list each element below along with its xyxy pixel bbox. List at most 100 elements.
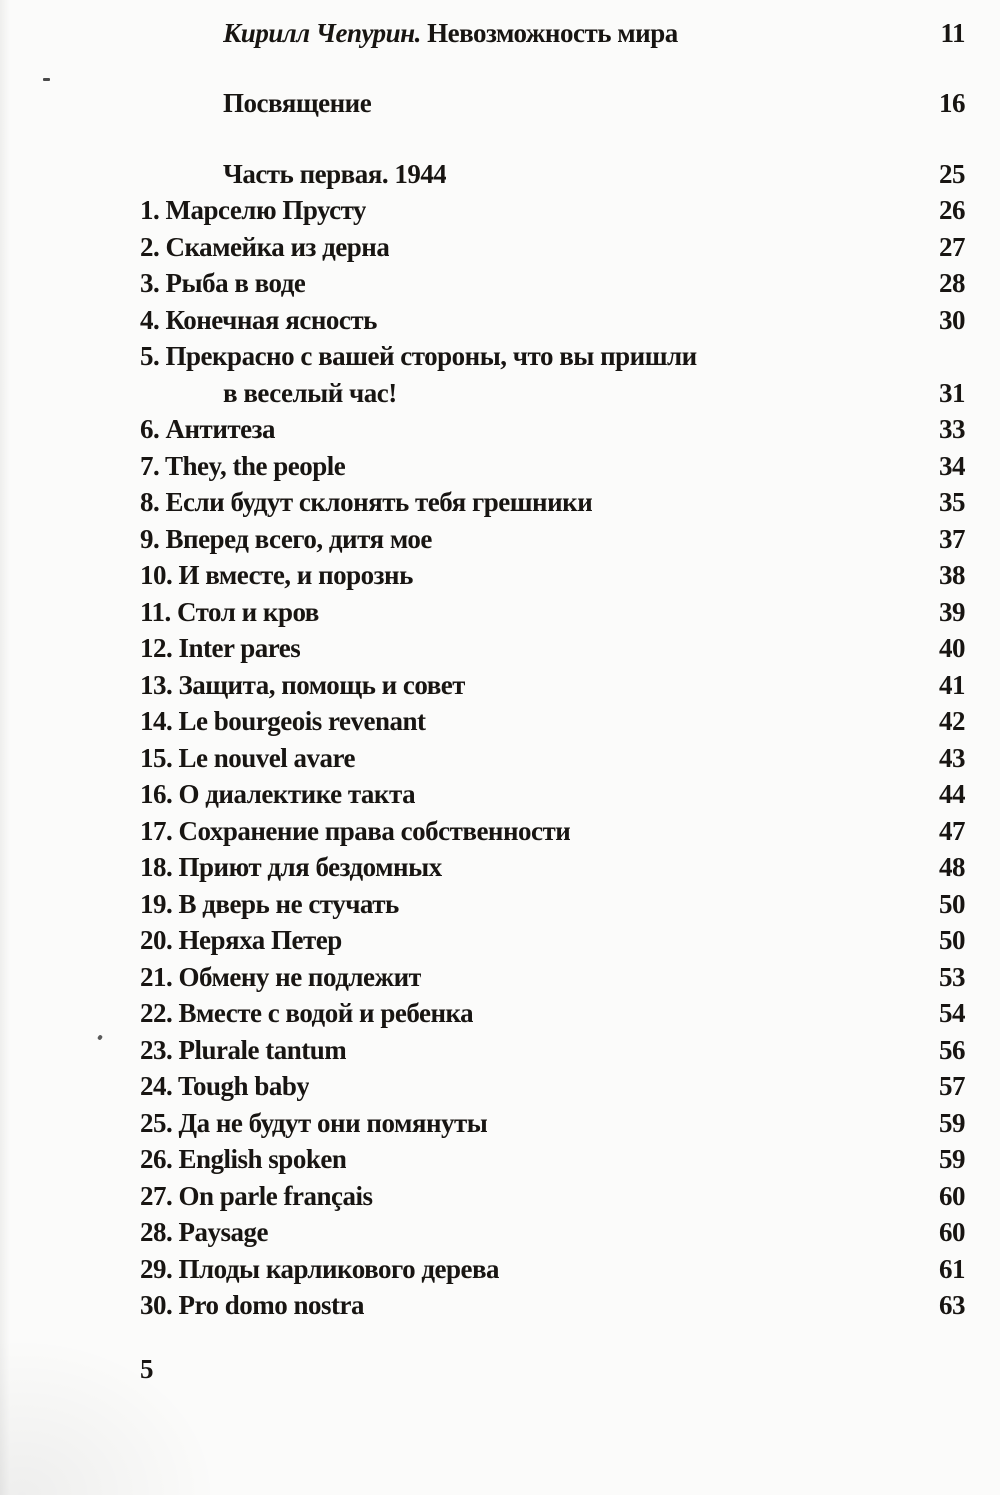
- toc-row: 27. On parle français 60: [140, 1178, 966, 1215]
- toc-entry-label: 2. Скамейка из дерна: [140, 231, 390, 262]
- scan-dash-artifact: [43, 78, 50, 81]
- toc-entry-page: 34: [939, 450, 966, 481]
- toc-entry-page: 38: [939, 560, 966, 591]
- toc-entry-page: 39: [939, 596, 966, 627]
- toc-entry-page: 27: [939, 231, 966, 262]
- toc-row: Часть первая. 1944 25: [140, 156, 966, 193]
- toc-entry-page: 60: [939, 1180, 966, 1211]
- toc-entry-page: 54: [939, 998, 966, 1029]
- toc-entry-label: 24. Tough baby: [140, 1071, 310, 1102]
- toc-entry-page: 50: [939, 888, 966, 919]
- toc-entry-label: 25. Да не будут они помянуты: [140, 1107, 488, 1138]
- toc-entry-page: 43: [939, 742, 966, 773]
- toc-row: 6. Антитеза 33: [140, 412, 966, 449]
- toc-entry-label: 13. Защита, помощь и совет: [140, 669, 466, 700]
- toc-entry-page: 35: [939, 487, 966, 518]
- toc-row: 16. О диалектике такта 44: [140, 777, 966, 814]
- toc-row: 8. Если будут склонять тебя грешники 35: [140, 485, 966, 522]
- toc-entry-label: 5. Прекрасно с вашей стороны, что вы при…: [140, 341, 697, 372]
- toc-entry-label: 6. Антитеза: [140, 414, 275, 445]
- toc-row: 5. Прекрасно с вашей стороны, что вы при…: [140, 339, 965, 376]
- book-author: Кирилл Чепурин.: [223, 17, 421, 48]
- toc-content: Кирилл Чепурин. Невозможность мира 11 По…: [140, 15, 966, 1325]
- toc-row: 4. Конечная ясность 30: [140, 302, 966, 339]
- toc-entry-page: 56: [939, 1034, 966, 1065]
- toc-entry-label: 15. Le nouvel avare: [140, 742, 355, 773]
- toc-entry-page: 63: [939, 1290, 966, 1321]
- toc-entry-label: 14. Le bourgeois revenant: [140, 706, 426, 737]
- toc-row: 21. Обмену не подлежит 53: [140, 959, 966, 996]
- toc-entry-label: 8. Если будут склонять тебя грешники: [140, 487, 593, 518]
- toc-row: Посвящение 16: [140, 86, 966, 123]
- scan-left-edge-shadow: [0, 0, 10, 1495]
- toc-row: 9. Вперед всего, дитя мое 37: [140, 521, 966, 558]
- toc-entry-page: 61: [939, 1253, 966, 1284]
- toc-entry-page: 53: [939, 961, 966, 992]
- toc-entry-label: 29. Плоды карликового дерева: [140, 1253, 500, 1284]
- toc-row: 25. Да не будут они помянуты 59: [140, 1105, 966, 1142]
- toc-entry-label: 17. Сохранение права собственности: [140, 815, 571, 846]
- toc-entry-label: 3. Рыба в воде: [140, 268, 306, 299]
- toc-row-book-title: Кирилл Чепурин. Невозможность мира 11: [140, 15, 965, 52]
- toc-entry-page: 11: [940, 17, 965, 48]
- toc-row: 10. И вместе, и порознь 38: [140, 558, 966, 595]
- toc-entry-page: 57: [939, 1071, 966, 1102]
- toc-entry-page: 40: [939, 633, 966, 664]
- book-title: Невозможность мира: [420, 17, 678, 48]
- toc-entry-page: 42: [939, 706, 966, 737]
- toc-entry-label: 22. Вместе с водой и ребенка: [140, 998, 474, 1029]
- toc-entry-page: 41: [939, 669, 966, 700]
- toc-entry-page: 37: [939, 523, 966, 554]
- scan-corner-smudge: [0, 1335, 220, 1495]
- toc-entry-page: 59: [939, 1144, 966, 1175]
- toc-row: 24. Tough baby 57: [140, 1069, 966, 1106]
- toc-row: в веселый час! 31: [140, 375, 966, 412]
- toc-entry-label: 7. They, the people: [140, 450, 346, 481]
- toc-entry-label: 11. Стол и кров: [140, 596, 319, 627]
- toc-entry-label: 26. English spoken: [140, 1144, 347, 1175]
- toc-row: 19. В дверь не стучать 50: [140, 886, 966, 923]
- toc-row: 7. They, the people 34: [140, 448, 966, 485]
- toc-rows: Посвящение 16 Часть первая. 1944 25 1. Марсе…: [140, 86, 966, 1325]
- toc-entry-label: 4. Конечная ясность: [140, 304, 377, 335]
- toc-entry-label: Часть первая. 1944: [223, 158, 447, 189]
- toc-entry-label: 21. Обмену не подлежит: [140, 961, 422, 992]
- toc-entry-label: 1. Марселю Прусту: [140, 195, 367, 226]
- toc-row: 20. Неряха Петер 50: [140, 923, 966, 960]
- toc-entry-label: в веселый час!: [223, 377, 397, 408]
- toc-entry-label: 23. Plurale tantum: [140, 1034, 347, 1065]
- toc-entry-label: 12. Inter pares: [140, 633, 301, 664]
- toc-entry-label: 28. Paysage: [140, 1217, 268, 1248]
- toc-entry-page: 25: [939, 158, 966, 189]
- toc-row: 1. Марселю Прусту 26: [140, 193, 966, 230]
- book-title-label: Кирилл Чепурин. Невозможность мира: [223, 18, 678, 49]
- toc-row: 30. Pro domo nostra 63: [140, 1288, 966, 1325]
- toc-entry-page: 59: [939, 1107, 966, 1138]
- toc-entry-page: 60: [939, 1217, 966, 1248]
- toc-entry-page: 47: [939, 815, 966, 846]
- toc-row: 23. Plurale tantum 56: [140, 1032, 966, 1069]
- toc-row: 14. Le bourgeois revenant 42: [140, 704, 966, 741]
- toc-entry-page: 50: [939, 925, 966, 956]
- toc-row: 15. Le nouvel avare 43: [140, 740, 966, 777]
- toc-row: 28. Paysage 60: [140, 1215, 966, 1252]
- scan-speck-artifact: [96, 1034, 104, 1041]
- toc-entry-page: 44: [939, 779, 966, 810]
- toc-row: 22. Вместе с водой и ребенка 54: [140, 996, 966, 1033]
- toc-entry-label: 20. Неряха Петер: [140, 925, 342, 956]
- toc-entry-page: 30: [939, 304, 966, 335]
- toc-entry-label: 19. В дверь не стучать: [140, 888, 399, 919]
- toc-entry-label: 18. Приют для бездомных: [140, 852, 442, 883]
- toc-entry-page: 31: [939, 377, 966, 408]
- toc-entry-page: 33: [939, 414, 966, 445]
- folio-page-number: 5: [140, 1354, 154, 1384]
- toc-row: 3. Рыба в воде 28: [140, 266, 966, 303]
- toc-entry-label: 30. Pro domo nostra: [140, 1290, 364, 1321]
- toc-entry-label: Посвящение: [223, 88, 372, 119]
- toc-row: 12. Inter pares 40: [140, 631, 966, 668]
- toc-row: 13. Защита, помощь и совет 41: [140, 667, 966, 704]
- toc-entry-page: 26: [939, 195, 966, 226]
- toc-row: 17. Сохранение права собственности 47: [140, 813, 966, 850]
- toc-entry-label: 10. И вместе, и порознь: [140, 560, 413, 591]
